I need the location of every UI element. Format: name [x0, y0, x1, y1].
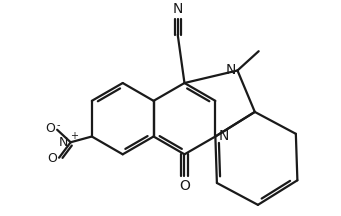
Text: N: N — [58, 136, 68, 149]
Text: N: N — [218, 130, 228, 143]
Text: N: N — [225, 62, 236, 76]
Text: +: + — [70, 130, 78, 141]
Text: N: N — [173, 2, 183, 16]
Text: -: - — [56, 120, 60, 130]
Text: O: O — [45, 122, 55, 135]
Text: O: O — [179, 179, 190, 193]
Text: O: O — [47, 152, 57, 165]
